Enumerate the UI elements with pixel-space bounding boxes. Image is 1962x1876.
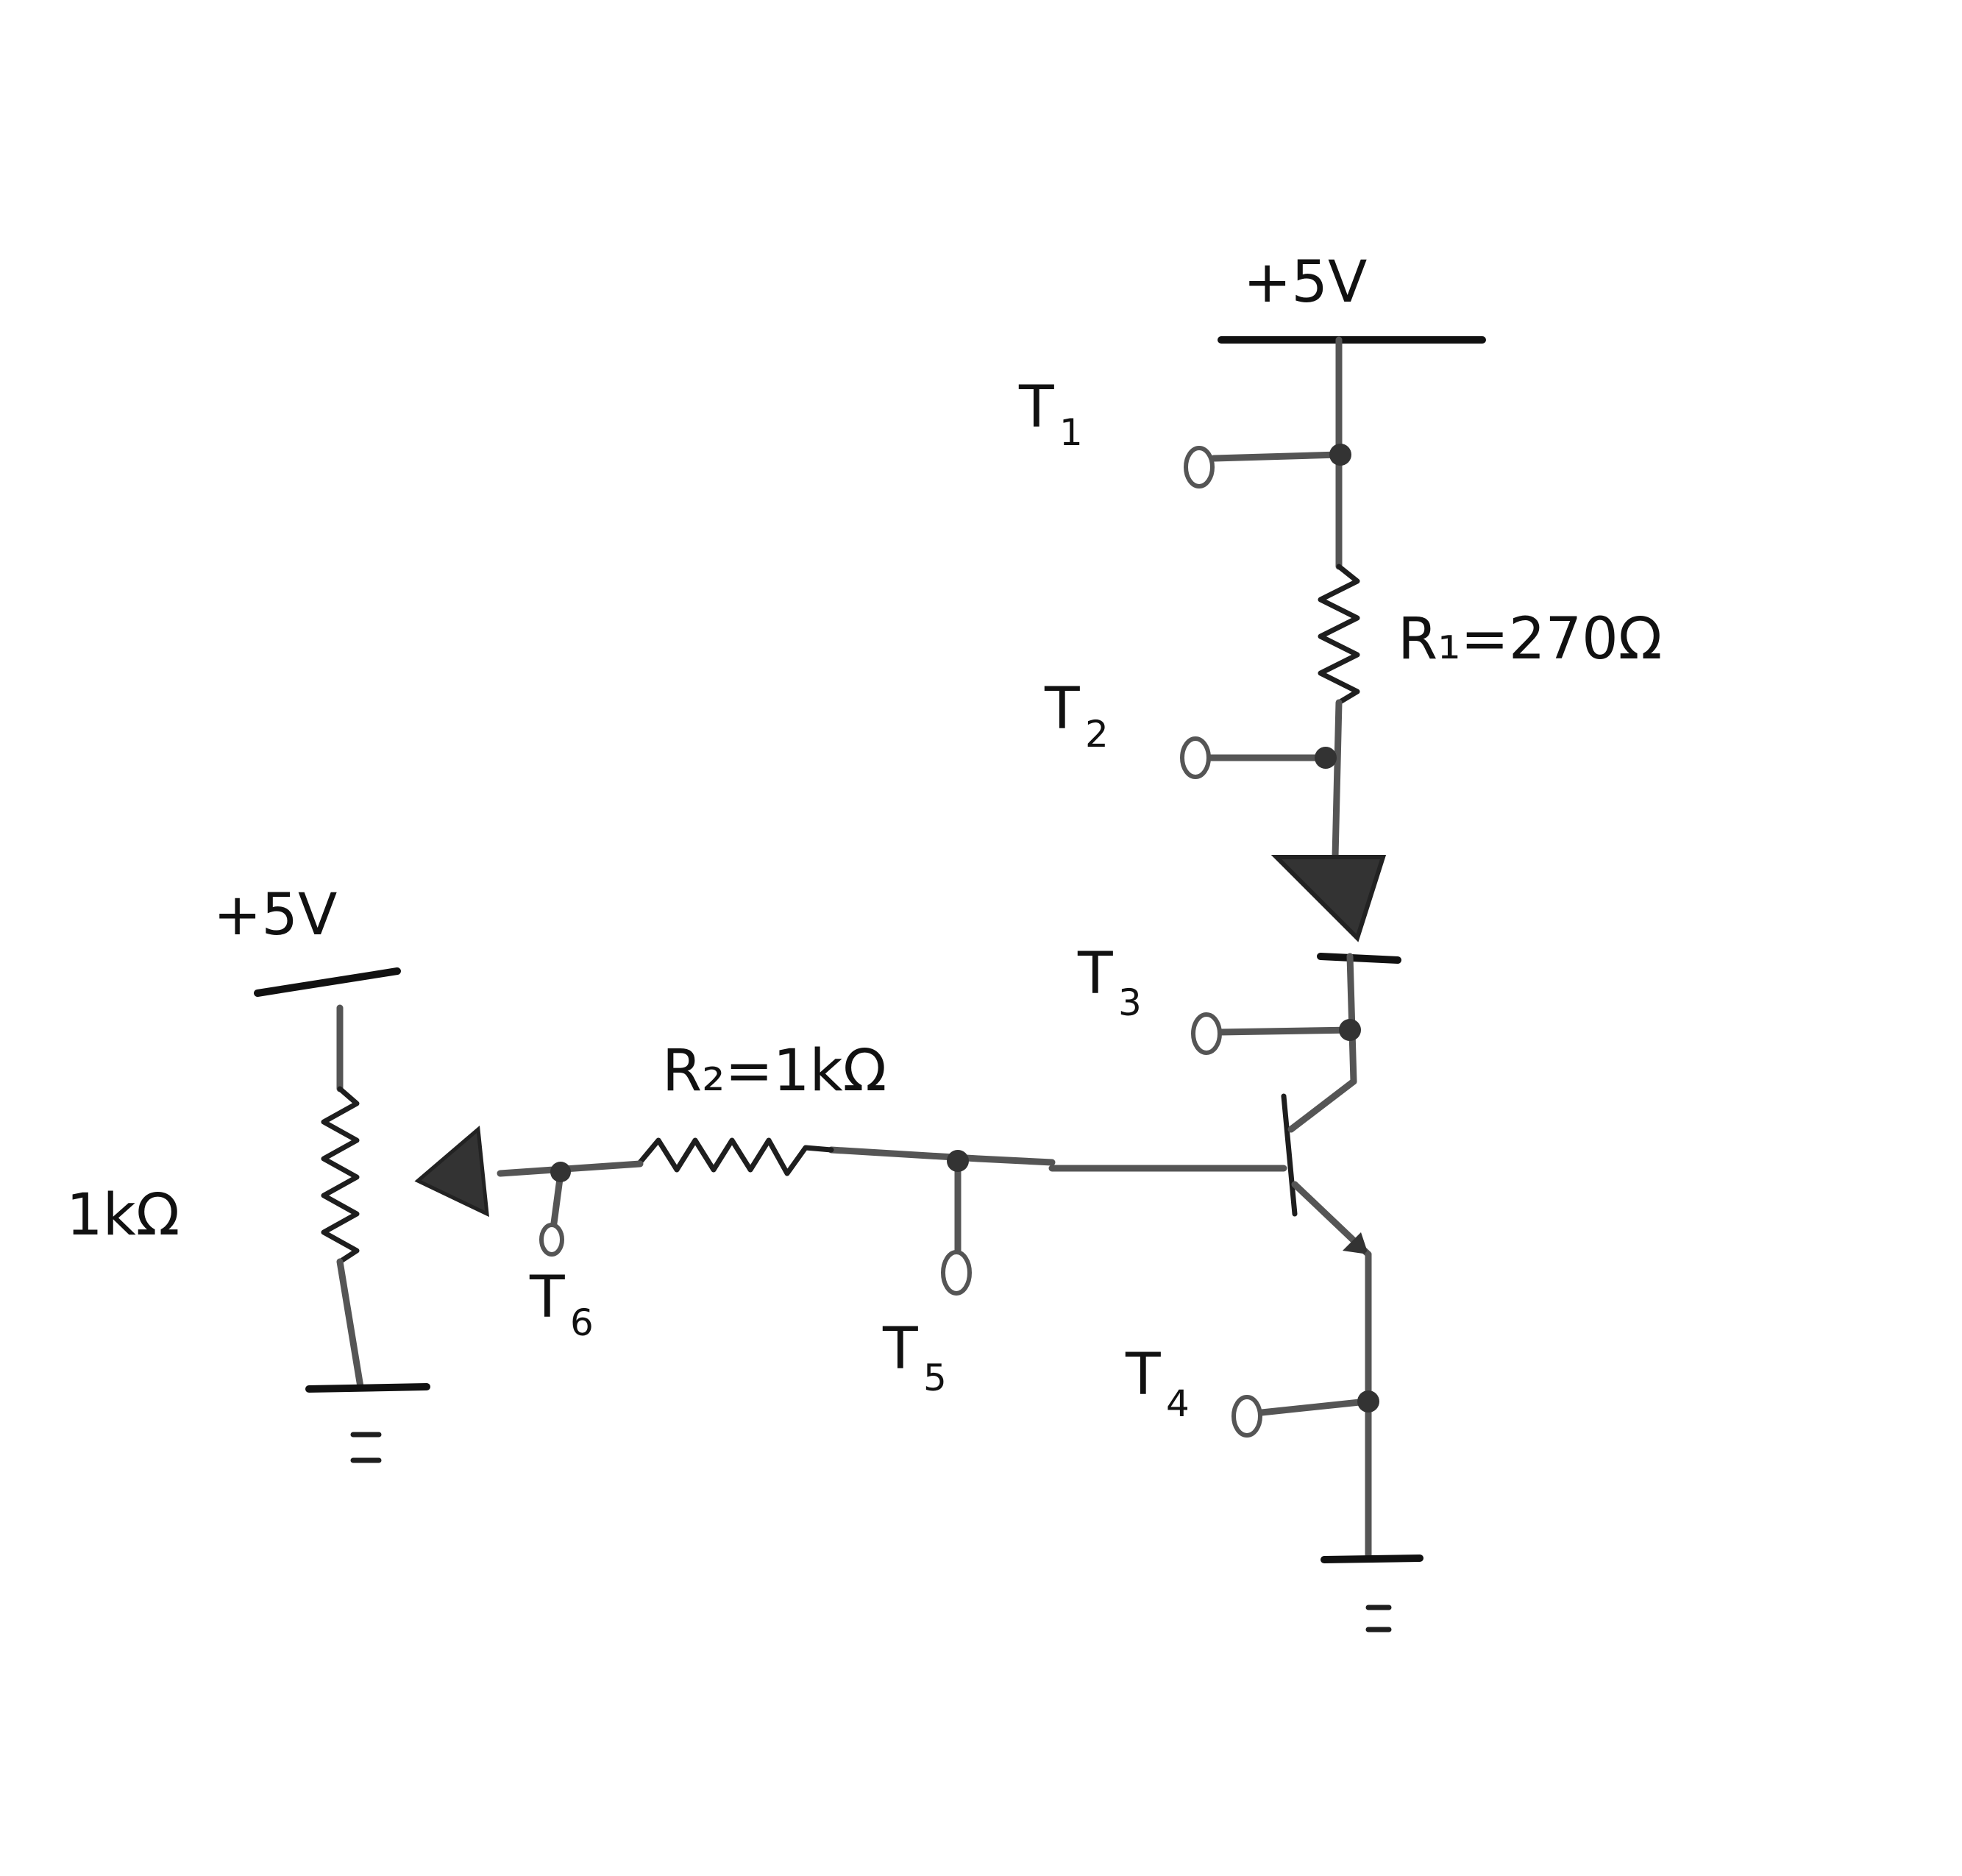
svg-text:3: 3 — [1118, 981, 1142, 1024]
svg-text:T: T — [1044, 676, 1080, 742]
svg-text:6: 6 — [570, 1301, 594, 1344]
t2-label: T 2 — [1044, 676, 1109, 756]
svg-text:T: T — [1125, 1342, 1161, 1408]
r1-label: R₁=270Ω — [1398, 606, 1662, 672]
r1-resistor — [1318, 564, 1360, 706]
svg-text:T: T — [529, 1265, 565, 1331]
svg-text:T: T — [1077, 941, 1113, 1007]
pot-bottom-wire — [336, 1258, 364, 1390]
t5-label: T 5 — [882, 1316, 947, 1399]
pot-wiper-arrow — [414, 1126, 489, 1218]
led-diode — [1270, 855, 1387, 942]
test-point-t2[interactable] — [1180, 736, 1337, 779]
t4-label: T 4 — [1125, 1342, 1190, 1425]
t6-label: T 6 — [529, 1265, 594, 1344]
test-point-t6[interactable] — [539, 1162, 571, 1257]
right-supply-label: +5V — [1243, 249, 1367, 316]
svg-text:T: T — [882, 1316, 918, 1382]
led-collector-wire — [1346, 953, 1357, 1085]
npn-transistor — [1281, 1078, 1372, 1258]
t5-base-wire — [975, 1155, 1056, 1166]
svg-text:T: T — [1018, 374, 1054, 441]
svg-text:2: 2 — [1085, 713, 1109, 756]
left-supply-rail — [254, 967, 401, 997]
svg-text:4: 4 — [1166, 1382, 1190, 1425]
r2-resistor — [637, 1137, 834, 1176]
led-cathode-bar — [1317, 953, 1401, 964]
potentiometer — [321, 1086, 360, 1265]
r1-led-wire — [1332, 699, 1343, 861]
left-ground-symbol — [305, 1383, 430, 1463]
test-point-t4[interactable] — [1231, 1390, 1379, 1438]
t1-label: T 1 — [1018, 374, 1083, 454]
test-point-t5[interactable] — [941, 1150, 972, 1296]
right-ground-symbol — [1321, 1555, 1423, 1632]
test-point-t3[interactable] — [1191, 1012, 1361, 1055]
t3-label: T 3 — [1077, 941, 1142, 1024]
pot-label: 1kΩ — [66, 1182, 180, 1248]
svg-text:5: 5 — [923, 1357, 947, 1399]
test-point-t1[interactable] — [1184, 444, 1351, 488]
svg-text:1: 1 — [1059, 411, 1083, 454]
left-supply-label: +5V — [213, 882, 337, 948]
r2-label: R₂=1kΩ — [662, 1038, 886, 1104]
